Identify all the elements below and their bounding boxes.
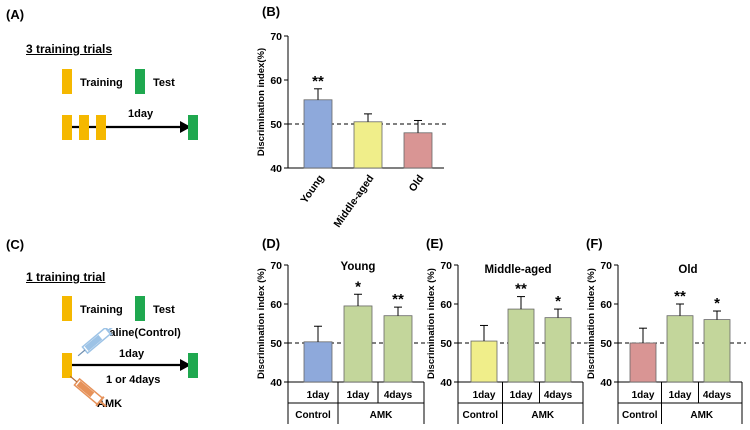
panel-label-c: (C) [6, 237, 25, 252]
category-label-e: 4days [544, 390, 573, 401]
y-tick-label-b: 50 [270, 119, 282, 131]
panel-label-d: (D) [262, 236, 280, 251]
training-trial-1 [62, 115, 72, 140]
panel-label-f: (F) [586, 236, 603, 251]
bar-f [703, 319, 731, 383]
y-tick-label-f: 40 [600, 377, 612, 389]
y-tick-label-e: 70 [440, 260, 452, 272]
group-label-f: AMK [690, 410, 714, 421]
y-tick-label-b: 40 [270, 163, 282, 175]
test-trial [188, 115, 198, 140]
training-trial-2 [79, 115, 89, 140]
legend-test-label-c: Test [153, 304, 175, 316]
bar-d [343, 305, 373, 383]
y-tick-label-e: 50 [440, 338, 452, 350]
training-trial-c [62, 353, 72, 378]
timeline-c [62, 328, 198, 408]
legend-training-label-c: Training [80, 304, 123, 316]
bar-e [507, 308, 535, 383]
legend-test-label: Test [153, 77, 175, 89]
bar-e [470, 340, 498, 383]
significance-mark-f: ** [674, 288, 686, 305]
y-tick-label-f: 50 [600, 338, 612, 350]
category-label-e: 1day [510, 390, 533, 401]
saline-syringe-icon [77, 328, 115, 357]
y-axis-label-d: Discrimination index (%) [256, 268, 267, 379]
significance-mark-d: ** [392, 291, 404, 308]
category-label-d: 1day [307, 390, 330, 401]
category-label-e: 1day [473, 390, 496, 401]
chart-title-f: Old [678, 264, 697, 276]
y-tick-label-b: 60 [270, 75, 282, 87]
amk-interval-label: 1 or 4days [106, 374, 161, 386]
category-label-d: 4days [384, 390, 413, 401]
y-tick-label-d: 60 [270, 299, 282, 311]
training-trial-3 [96, 115, 106, 140]
bar-b [403, 132, 433, 169]
y-tick-label-b: 70 [270, 31, 282, 43]
y-tick-label-f: 60 [600, 299, 612, 311]
bar-e [544, 317, 572, 383]
bar-d [383, 315, 413, 383]
legend-training-label: Training [80, 77, 123, 89]
panel-label-e: (E) [426, 236, 443, 251]
bar-b [303, 99, 333, 169]
test-trial-c [188, 353, 198, 378]
significance-mark-e: * [555, 293, 561, 310]
significance-mark-f: * [714, 295, 720, 312]
category-label-b: Old [407, 173, 427, 194]
panel-label-b: (B) [262, 4, 280, 19]
group-label-d: Control [295, 410, 331, 421]
bar-f [666, 315, 694, 383]
amk-syringe-icon [69, 375, 107, 408]
group-label-e: Control [462, 410, 498, 421]
chart-title-e: Middle-aged [484, 264, 551, 276]
significance-mark-b: ** [312, 73, 324, 90]
legend-test-box-c [135, 296, 145, 321]
timeline-a-arrowhead [180, 121, 191, 133]
timeline-a [62, 115, 198, 140]
legend-test-box [135, 69, 145, 94]
saline-label: Saline(Control) [102, 327, 181, 339]
chart-title-d: Young [341, 261, 376, 273]
timeline-c-arrowhead [180, 359, 191, 371]
y-axis-label-f: Discrimination index (%) [586, 268, 597, 379]
y-tick-label-d: 40 [270, 377, 282, 389]
y-tick-label-d: 70 [270, 260, 282, 272]
category-label-b: Young [298, 173, 326, 206]
y-tick-label-f: 70 [600, 260, 612, 272]
y-axis-label-e: Discrimination index (%) [426, 268, 437, 379]
panel-label-a: (A) [6, 7, 25, 22]
y-tick-label-e: 40 [440, 377, 452, 389]
bar-d [303, 341, 333, 383]
interval-label-c: 1day [119, 348, 145, 360]
group-label-d: AMK [370, 410, 394, 421]
group-label-f: Control [622, 410, 658, 421]
significance-mark-d: * [355, 278, 361, 295]
legend-training-box-c [62, 296, 72, 321]
amk-label: AMK [97, 398, 123, 410]
panel-c-heading: 1 training trial [26, 270, 106, 284]
y-axis-label-b: Discrimination index(%) [256, 48, 267, 156]
group-label-e: AMK [531, 410, 555, 421]
category-label-f: 1day [632, 390, 655, 401]
y-tick-label-e: 60 [440, 299, 452, 311]
category-label-f: 1day [669, 390, 692, 401]
category-label-b: Middle-aged [331, 173, 376, 230]
bar-f [629, 342, 657, 383]
significance-mark-e: ** [515, 281, 527, 298]
y-tick-label-d: 50 [270, 338, 282, 350]
category-label-d: 1day [347, 390, 370, 401]
interval-label: 1day [128, 108, 154, 120]
category-label-f: 4days [703, 390, 732, 401]
panel-a-heading: 3 training trials [26, 42, 113, 56]
bar-b [353, 121, 383, 169]
legend-training-box [62, 69, 72, 94]
